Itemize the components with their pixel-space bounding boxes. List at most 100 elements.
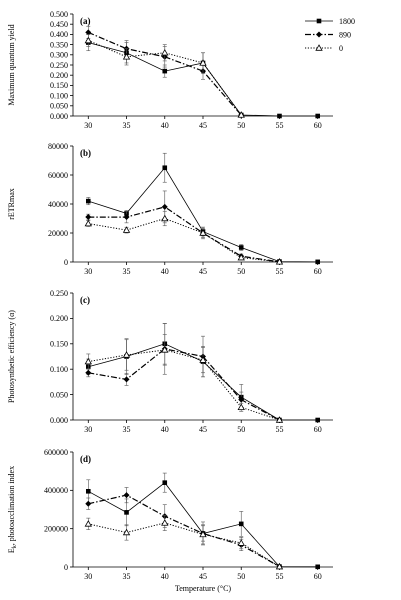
- series-line: [88, 494, 280, 568]
- y-tick-label: 0.250: [50, 289, 68, 298]
- x-tick-label: 40: [161, 267, 169, 276]
- data-point: [199, 59, 207, 66]
- series-line: [88, 522, 280, 568]
- data-point: [85, 500, 92, 507]
- data-point: [238, 396, 245, 403]
- y-tick-label: 60000: [48, 171, 68, 180]
- x-tick-label: 60: [314, 121, 322, 130]
- data-point: [238, 245, 244, 250]
- legend-entry: 890: [339, 31, 351, 40]
- x-tick-label: 30: [84, 267, 92, 276]
- x-tick-label: 45: [199, 267, 207, 276]
- y-tick-label: 0.500: [50, 10, 68, 19]
- x-tick-label: 30: [84, 425, 92, 434]
- x-tick-label: 45: [199, 121, 207, 130]
- y-tick-label: 0: [64, 258, 68, 267]
- y-tick-label: 0.200: [50, 71, 68, 80]
- x-tick-label: 50: [237, 267, 245, 276]
- y-tick-label: 0.050: [50, 390, 68, 399]
- data-point: [123, 376, 130, 383]
- data-point: [84, 219, 92, 227]
- data-point: [84, 357, 92, 365]
- x-tick-label: 55: [275, 121, 283, 130]
- data-point: [315, 259, 321, 265]
- y-tick-label: 200000: [44, 524, 68, 533]
- y-tick-label: 0.100: [50, 365, 68, 374]
- series-line: [88, 349, 280, 421]
- panel-label: (a): [80, 16, 91, 26]
- x-tick-label: 45: [199, 572, 207, 581]
- series-890: [85, 323, 283, 423]
- data-point: [275, 258, 284, 265]
- panel-c: 0.000 0.050 0.100 0.150 0.200 0.250 30 35 40 45 50…: [7, 289, 333, 434]
- data-point: [237, 111, 245, 118]
- series-line: [88, 167, 318, 263]
- series-0: [84, 34, 245, 118]
- data-point: [237, 253, 245, 261]
- y-tick-label: 0.200: [50, 314, 68, 323]
- y-tick-label: 400000: [44, 486, 68, 495]
- x-tick-label: 60: [314, 267, 322, 276]
- data-point: [161, 519, 169, 526]
- y-axis-label: Maximum quantum yield: [7, 24, 16, 105]
- y-tick-label: 0.150: [50, 340, 68, 349]
- data-point: [161, 203, 168, 210]
- legend-entry: 0: [339, 44, 343, 53]
- x-tick-label: 30: [84, 572, 92, 581]
- x-tick-label: 55: [275, 267, 283, 276]
- x-tick-label: 60: [314, 572, 322, 581]
- panel-d: 0 200000 400000 600000 30 35 40 45 50 55 60 (d) Ek, …: [7, 448, 333, 593]
- data-point: [85, 198, 91, 204]
- data-point: [85, 488, 91, 494]
- data-point: [275, 562, 284, 570]
- x-axis-label: Temperature (°C): [175, 584, 232, 593]
- series-0: [84, 210, 284, 265]
- x-tick-label: 30: [84, 121, 92, 130]
- series-1800: [85, 152, 321, 265]
- series-line: [88, 217, 280, 263]
- y-axis-label: rETRmax: [7, 188, 16, 220]
- y-tick-label: 600000: [44, 448, 68, 457]
- y-tick-label: 20000: [48, 229, 68, 238]
- data-point: [85, 369, 92, 376]
- legend: 1800 890 0: [305, 17, 355, 53]
- data-point: [85, 214, 92, 221]
- data-point: [161, 48, 169, 56]
- x-tick-label: 40: [161, 121, 169, 130]
- series-1800: [85, 472, 321, 570]
- data-point: [122, 53, 131, 60]
- y-tick-label: 0.150: [50, 81, 68, 90]
- data-point: [85, 29, 92, 36]
- y-tick-label: 40000: [48, 200, 68, 209]
- x-tick-label: 55: [275, 572, 283, 581]
- x-tick-label: 55: [275, 425, 283, 434]
- data-point: [199, 356, 207, 363]
- data-point: [199, 229, 207, 236]
- data-point: [277, 113, 282, 119]
- data-point: [162, 165, 168, 171]
- series-line: [88, 206, 280, 263]
- y-tick-label: 0.400: [50, 30, 68, 39]
- y-tick-label: 80000: [48, 142, 68, 151]
- series-0: [84, 514, 284, 570]
- data-point: [162, 68, 168, 74]
- data-point: [122, 351, 131, 358]
- data-point: [162, 480, 168, 485]
- data-point: [123, 214, 130, 221]
- y-tick-label: 0: [64, 563, 68, 572]
- data-point: [237, 539, 245, 546]
- x-tick-label: 45: [199, 425, 207, 434]
- panel-label: (c): [80, 295, 90, 305]
- legend-marker: [316, 31, 322, 38]
- y-tick-label: 0.000: [50, 112, 68, 121]
- x-tick-label: 40: [161, 425, 169, 434]
- x-tick-label: 50: [237, 425, 245, 434]
- series-0: [84, 334, 284, 423]
- y-tick-label: 0.100: [50, 91, 68, 100]
- data-point: [237, 403, 245, 411]
- x-tick-label: 35: [123, 572, 131, 581]
- x-tick-label: 40: [161, 572, 169, 581]
- series-890: [85, 190, 283, 265]
